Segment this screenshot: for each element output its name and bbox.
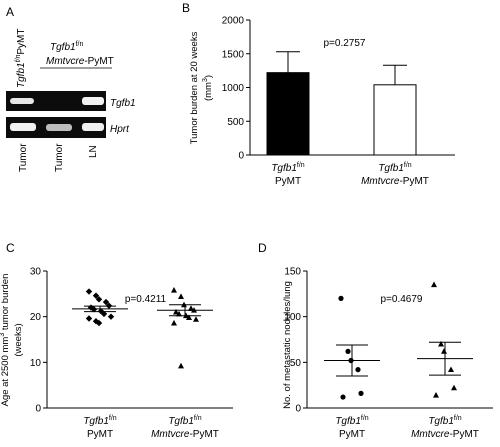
y-tick-label: 100 <box>284 312 301 323</box>
gel-band-hprt-lane1 <box>10 123 36 131</box>
y-axis-label: No. of metastatic nodules/lung <box>282 281 293 409</box>
x-category-label: Tgfb1f/n <box>168 415 201 427</box>
data-point <box>340 394 346 400</box>
y-axis-label: Age at 2500 mm3 tumor burden <box>0 274 11 407</box>
data-point <box>186 314 192 320</box>
data-point <box>355 367 361 373</box>
gel-band-tgfb1-lane1 <box>10 98 34 104</box>
gel-band-label-hprt: Hprt <box>110 124 130 135</box>
y-tick-label: 1000 <box>222 83 245 94</box>
y-tick-label: 500 <box>227 117 244 128</box>
y-tick-label: 0 <box>295 404 301 415</box>
data-point <box>171 286 177 293</box>
data-point <box>107 313 115 320</box>
x-category-label: PyMT <box>339 429 365 440</box>
gel-band-hprt-lane2 <box>46 124 72 131</box>
data-point <box>92 292 100 299</box>
x-category-label: PyMT <box>87 429 113 440</box>
data-point <box>102 298 110 306</box>
data-point <box>173 308 179 315</box>
gel-band-hprt-lane3 <box>82 123 104 131</box>
gel-lane2-genotype-line2: Mmtvcre-PyMT <box>46 56 114 67</box>
data-point <box>95 296 103 303</box>
data-point <box>345 348 351 354</box>
x-category-label: Mmtvcre-PyMT <box>361 176 429 187</box>
x-category-label: Tgfb1f/n <box>335 415 368 427</box>
data-point <box>358 390 364 396</box>
gel-lane-label-2: Tumor <box>54 143 65 172</box>
panel-letter-d: D <box>258 241 267 255</box>
gel-band-label-tgfb1: Tgfb1 <box>110 98 136 109</box>
panel-letter-b: B <box>182 1 190 15</box>
gel-lane1-genotype: Tgfb1f/nPyMT <box>15 29 27 88</box>
gel-lane-label-1: Tumor <box>18 143 29 172</box>
y-tick-label: 1500 <box>222 49 245 60</box>
x-category-label: Tgfb1f/n <box>271 162 304 174</box>
data-point <box>178 362 184 369</box>
data-point <box>105 302 113 309</box>
y-tick-label: 10 <box>30 358 42 369</box>
data-point <box>85 315 93 322</box>
data-point <box>100 310 108 318</box>
y-axis-label: Tumor burden at 20 weeks <box>189 31 200 144</box>
data-point <box>431 281 437 288</box>
y-tick-label: 2000 <box>222 16 245 27</box>
chart-d: 0 50 100 150 Tgfb1f/n PyMT Tgfb1f/n Mmtvcre-PyM… <box>282 267 493 440</box>
bar <box>266 72 310 156</box>
y-tick-label: 30 <box>30 267 42 278</box>
data-point <box>438 340 444 347</box>
data-point <box>448 366 454 373</box>
data-point <box>188 305 194 311</box>
gel-lane-label-3: LN <box>88 145 99 158</box>
y-tick-label: 0 <box>35 404 41 415</box>
x-category-label: PyMT <box>275 176 301 187</box>
x-category-label: Mmtvcre-PyMT <box>151 429 219 440</box>
data-point <box>95 319 103 327</box>
chart-b: 0 500 1000 1500 2000 Tgfb1f/n PyMT Tgfb1f/n Mmtv… <box>189 16 455 187</box>
y-tick-label: 150 <box>284 267 301 278</box>
x-category-label: Tgfb1f/n <box>378 162 411 174</box>
data-point <box>451 384 457 391</box>
gel-lane2-genotype-line1: Tgfb1f/n <box>50 41 83 53</box>
x-category-label: Mmtvcre-PyMT <box>411 429 479 440</box>
x-category-label: Tgfb1f/n <box>83 415 116 427</box>
data-point <box>348 357 354 364</box>
data-point <box>90 306 98 313</box>
gel-strip-tgfb1 <box>6 91 106 111</box>
y-tick-label: 50 <box>290 358 302 369</box>
p-value-annotation: p=0.4679 <box>381 294 423 305</box>
data-point <box>176 310 182 317</box>
p-value-annotation: p=0.4211 <box>125 294 167 305</box>
data-point <box>433 392 439 398</box>
data-point <box>441 348 447 354</box>
bar <box>373 84 417 156</box>
x-category-label: Tgfb1f/n <box>428 415 461 427</box>
data-point <box>191 307 197 313</box>
panel-letter-c: C <box>6 241 15 255</box>
data-point <box>183 312 189 319</box>
p-value-annotation: p=0.2757 <box>324 38 366 49</box>
y-tick-label: 20 <box>30 312 42 323</box>
y-axis-label-line2: (mm3) <box>202 75 214 101</box>
gel-band-tgfb1-lane3 <box>82 97 104 105</box>
data-point <box>171 319 177 326</box>
data-point <box>193 316 199 322</box>
data-point <box>178 293 184 299</box>
chart-c: 0 10 20 30 Tgfb1f/n PyMT Tgfb1f/n Mmtvcre-PyMT A… <box>0 267 233 440</box>
data-point <box>85 288 93 295</box>
y-tick-label: 0 <box>238 151 244 162</box>
y-axis-label-line2: (weeks) <box>13 323 24 356</box>
panel-letter-a: A <box>6 5 14 19</box>
data-point <box>338 295 344 301</box>
data-point <box>181 301 187 308</box>
